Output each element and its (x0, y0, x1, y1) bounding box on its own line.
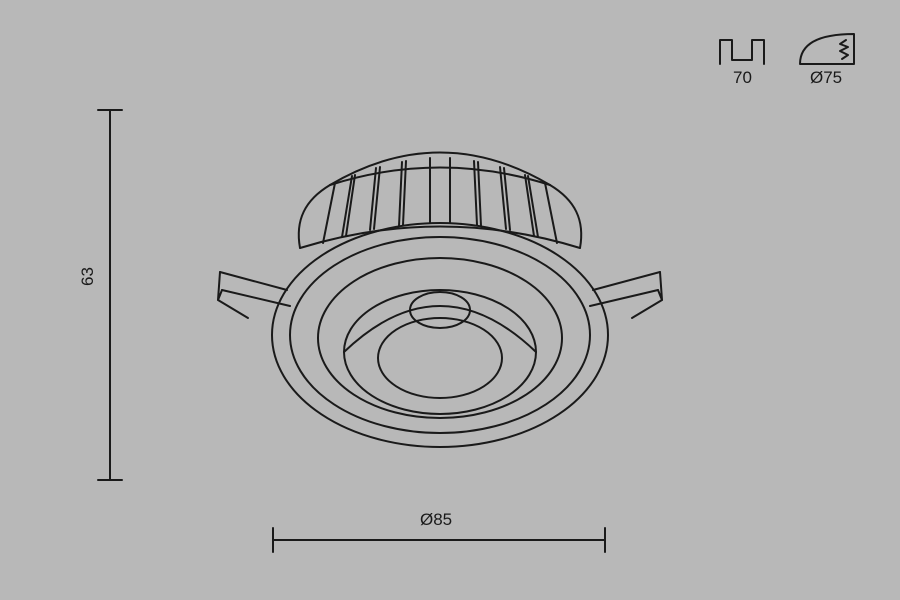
spring-clip-right (590, 272, 662, 318)
cutout-hole-icon (800, 34, 854, 64)
height-dimension (98, 110, 122, 480)
downlight-body (218, 153, 662, 448)
diameter-label: Ø85 (420, 510, 452, 530)
height-label: 63 (78, 267, 98, 286)
cutout-width-label: 70 (733, 68, 752, 88)
cutout-diameter-label: Ø75 (810, 68, 842, 88)
cutout-width-icon (720, 40, 764, 64)
spring-clip-left (218, 272, 290, 318)
diameter-dimension (273, 528, 605, 552)
